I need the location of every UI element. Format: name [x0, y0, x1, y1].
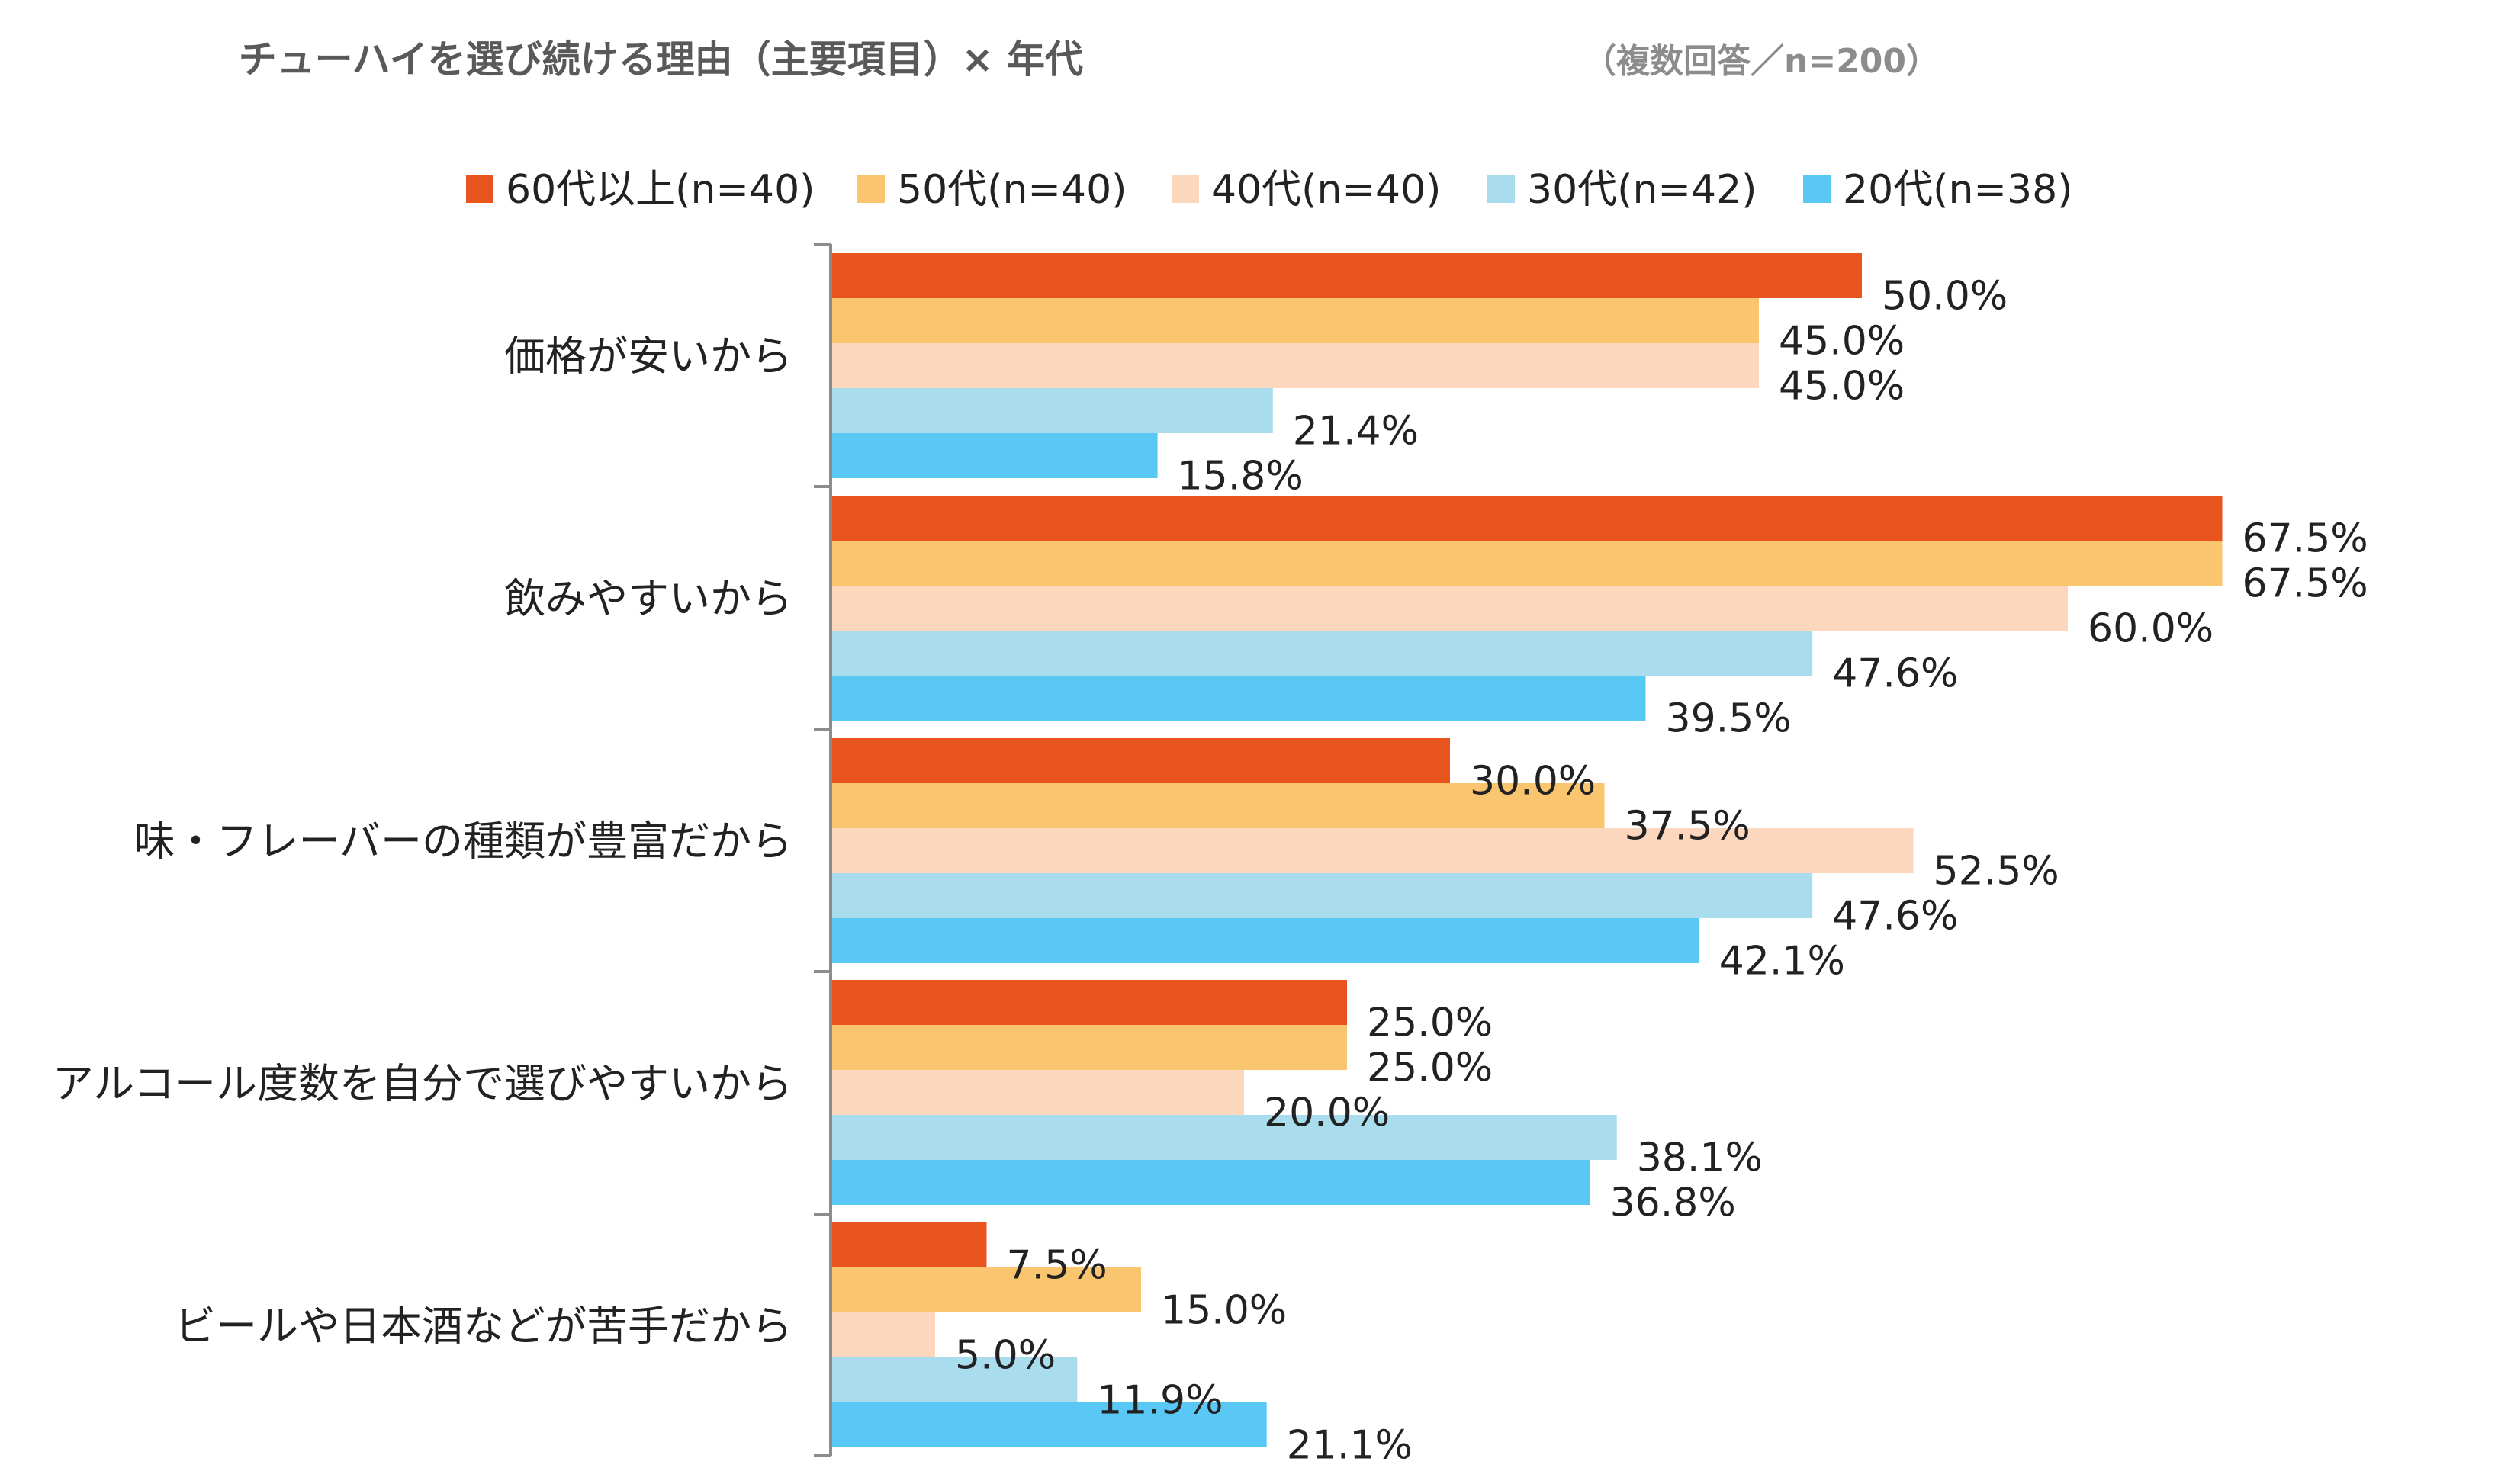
category-label: 味・フレーバーの種類が豊富だから	[134, 817, 792, 866]
data-label: 45.0%	[1779, 364, 1905, 410]
bar	[832, 1070, 1244, 1115]
data-label: 11.9%	[1097, 1378, 1223, 1424]
bar	[832, 1025, 1347, 1070]
legend-swatch	[857, 175, 885, 203]
bar	[832, 1402, 1267, 1447]
data-label: 42.1%	[1719, 939, 1845, 985]
data-label: 47.6%	[1832, 651, 1958, 697]
data-label: 25.0%	[1367, 1046, 1493, 1091]
bar	[832, 343, 1759, 388]
chart-title: チューハイを選び続ける理由（主要項目）× 年代	[239, 37, 1083, 82]
bar	[832, 738, 1450, 783]
bar	[832, 433, 1158, 478]
data-label: 37.5%	[1625, 804, 1751, 850]
data-label: 30.0%	[1470, 759, 1596, 805]
bar	[832, 676, 1646, 721]
legend: 60代以上(n=40) 50代(n=40) 40代(n=40) 30代(n=42) 20…	[466, 167, 2072, 213]
bar	[832, 980, 1347, 1025]
category-axis	[814, 243, 832, 1457]
legend-item: 30代(n=42)	[1487, 167, 1757, 213]
data-label: 52.5%	[1934, 849, 2059, 895]
data-label: 25.0%	[1367, 1001, 1493, 1046]
data-label: 15.8%	[1178, 454, 1304, 499]
bar	[832, 298, 1759, 343]
legend-item: 20代(n=38)	[1803, 167, 2072, 213]
legend-swatch	[1803, 175, 1831, 203]
legend-label: 40代(n=40)	[1211, 167, 1441, 213]
bar	[832, 1222, 987, 1267]
data-label: 7.5%	[1007, 1243, 1108, 1289]
category-label: ビールや日本酒などが苦手だから	[175, 1303, 792, 1351]
bar	[832, 586, 2068, 631]
bar	[832, 1357, 1078, 1402]
bar	[832, 918, 1699, 963]
bar	[832, 783, 1605, 828]
chart-subtitle: （複数回答／n=200）	[1583, 42, 1940, 81]
data-label: 21.4%	[1293, 409, 1419, 455]
bar	[832, 253, 1862, 298]
legend-item: 40代(n=40)	[1172, 167, 1441, 213]
category-label: 価格が安いから	[504, 332, 792, 381]
category-label: 飲みやすいから	[504, 575, 792, 623]
bar	[832, 631, 1813, 676]
bar	[832, 1267, 1141, 1312]
data-label: 38.1%	[1637, 1135, 1763, 1181]
data-label: 67.5%	[2242, 516, 2368, 562]
legend-swatch	[1172, 175, 1199, 203]
bar	[832, 1312, 935, 1357]
bar	[832, 1115, 1617, 1160]
category-label: アルコール度数を自分で選びやすいから	[53, 1060, 792, 1108]
bar	[832, 388, 1273, 433]
bar	[832, 541, 2223, 586]
legend-item: 50代(n=40)	[857, 167, 1127, 213]
data-label: 47.6%	[1832, 894, 1958, 940]
legend-swatch	[1487, 175, 1515, 203]
data-label: 39.5%	[1666, 696, 1792, 742]
bars	[832, 253, 2223, 1447]
legend-label: 60代以上(n=40)	[506, 167, 815, 213]
data-label: 45.0%	[1779, 319, 1905, 365]
bar	[832, 873, 1813, 918]
data-label: 50.0%	[1882, 274, 2008, 320]
legend-swatch	[466, 175, 493, 203]
bar	[832, 828, 1914, 873]
legend-label: 50代(n=40)	[897, 167, 1127, 213]
data-label: 15.0%	[1161, 1288, 1287, 1334]
data-label: 21.1%	[1287, 1423, 1413, 1469]
data-label: 67.5%	[2242, 561, 2368, 607]
data-label: 60.0%	[2088, 606, 2213, 652]
value-labels: 50.0%45.0%45.0%21.4%15.8%67.5%67.5%60.0%…	[955, 274, 2368, 1469]
legend-label: 20代(n=38)	[1843, 167, 2072, 213]
data-label: 20.0%	[1264, 1091, 1390, 1136]
legend-label: 30代(n=42)	[1527, 167, 1757, 213]
bar	[832, 496, 2223, 541]
bar	[832, 1160, 1590, 1205]
data-label: 36.8%	[1610, 1180, 1736, 1226]
data-label: 5.0%	[955, 1333, 1056, 1379]
legend-item: 60代以上(n=40)	[466, 167, 815, 213]
category-labels: 価格が安いから飲みやすいから味・フレーバーの種類が豊富だからアルコール度数を自分…	[53, 332, 792, 1351]
